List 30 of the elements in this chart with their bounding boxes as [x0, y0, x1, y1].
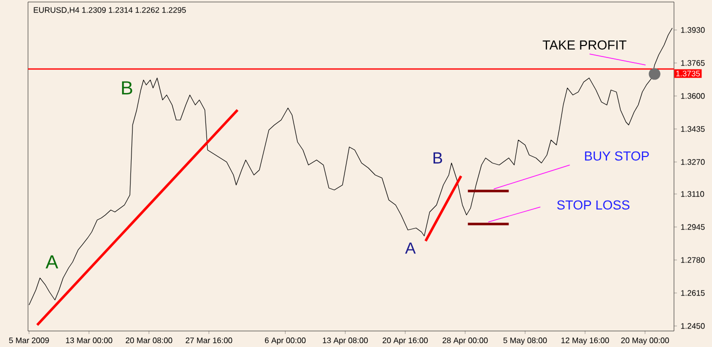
x-tick-label: 20 Apr 16:00	[382, 338, 428, 345]
x-tick-label: 6 Apr 00:00	[264, 338, 306, 345]
x-tick-label: 13 Mar 00:00	[66, 338, 112, 344]
annotation: B	[122, 81, 132, 94]
y-tick-label: 1.3110	[681, 191, 704, 197]
x-tick-label: 20 May 00:00	[621, 338, 669, 345]
x-tick-label: 27 Mar 16:00	[186, 338, 232, 344]
y-tick-label: 1.3765	[681, 60, 705, 66]
annotation: A	[46, 255, 58, 268]
y-tick-label: 1.3435	[681, 126, 705, 132]
y-tick-label: 1.2780	[681, 257, 705, 263]
x-tick-label: 28 Apr 00:00	[442, 338, 488, 345]
x-tick-label: 5 May 08:00	[503, 338, 547, 345]
annotation: TAKE PROFIT	[542, 40, 626, 50]
x-tick-label: 13 Apr 08:00	[322, 338, 368, 345]
text: EURUSD,H4 1.2309 1.2314 1.2262 1.2295	[34, 7, 186, 14]
annotation: BUY STOP	[585, 151, 649, 161]
ref-line-label: 1.3735	[676, 70, 700, 76]
annotation: B	[434, 152, 442, 164]
y-tick-label: 1.3270	[681, 159, 705, 165]
x-tick-label: 20 Mar 08:00	[126, 338, 172, 344]
y-tick-label: 1.2450	[681, 323, 705, 329]
annotation: STOP LOSS	[557, 200, 630, 210]
y-tick-label: 1.2615	[681, 290, 705, 296]
x-tick-label: 12 May 16:00	[561, 338, 609, 345]
y-tick-label: 1.3930	[681, 27, 705, 33]
y-tick-label: 1.3600	[681, 93, 705, 99]
x-tick-label: 5 Mar 2009	[9, 338, 49, 344]
y-tick-label: 1.2945	[681, 224, 705, 230]
annotation: A	[405, 242, 416, 254]
